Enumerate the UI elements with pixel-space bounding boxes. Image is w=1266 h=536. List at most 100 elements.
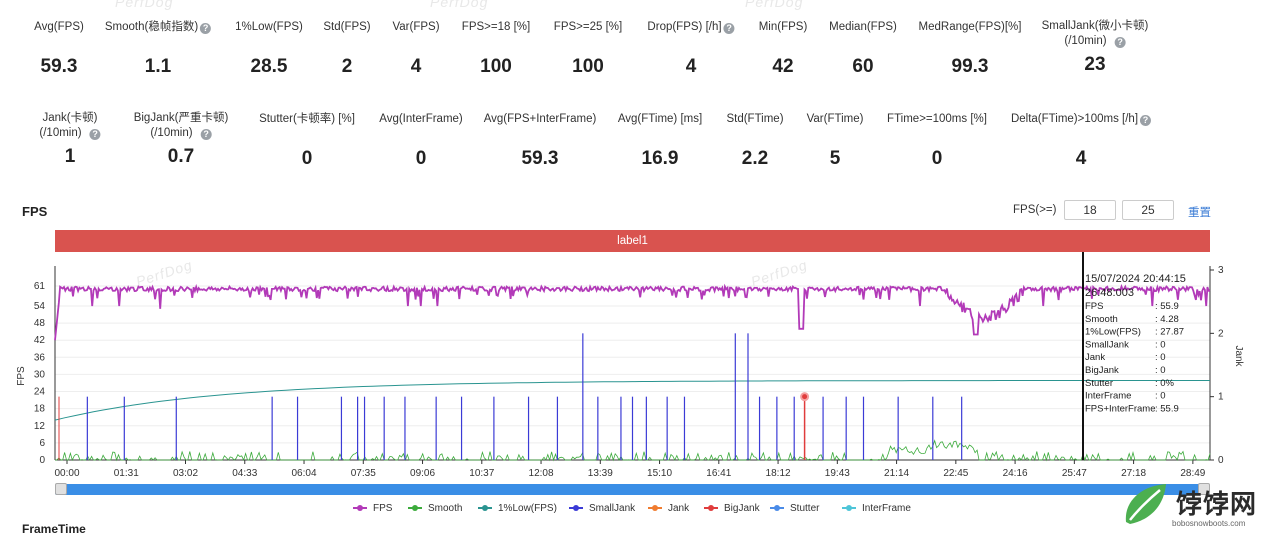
- legend-label: Jank: [668, 503, 690, 514]
- legend-item[interactable]: Smooth: [408, 503, 462, 514]
- stat-tile: BigJank(严重卡顿) (/10min)? 0.7: [134, 110, 229, 168]
- stat-tile: Min(FPS) 42: [759, 18, 808, 78]
- legend-item[interactable]: BigJank: [704, 503, 760, 514]
- stat-tile: Var(FPS) 4: [392, 18, 439, 78]
- stat-value: 23: [1084, 54, 1106, 75]
- stat-label-text: Avg(InterFrame): [379, 113, 463, 125]
- help-icon[interactable]: ?: [200, 23, 212, 34]
- y-tick-label: 42: [34, 335, 46, 346]
- tooltip-key: BigJank: [1085, 365, 1119, 376]
- stat-label: 1%Low(FPS): [235, 18, 303, 52]
- brand-name: 饽饽网: [1176, 489, 1258, 519]
- y2-tick-label: 0: [1218, 455, 1224, 466]
- stat-label: Avg(FPS+InterFrame): [484, 110, 597, 144]
- tooltip-value: : 0%: [1155, 378, 1175, 389]
- fps-threshold-input-2[interactable]: 25: [1122, 200, 1174, 220]
- stat-tile: FTime>=100ms [%] 0: [887, 110, 987, 170]
- stat-label-text: Drop(FPS) [/h]: [647, 21, 722, 33]
- help-icon[interactable]: ?: [1114, 37, 1126, 48]
- stat-tile: Median(FPS) 60: [829, 18, 897, 78]
- y-tick-label: 48: [34, 318, 46, 329]
- fps-threshold-controls: FPS(>=) 18 25 重置: [966, 200, 1266, 222]
- legend-item[interactable]: Stutter: [770, 503, 819, 514]
- stat-value: 4: [1075, 148, 1087, 169]
- stat-label-text: Smooth(稳帧指数): [104, 21, 199, 33]
- stat-value: 2.2: [741, 148, 769, 169]
- stat-label: MedRange(FPS)[%]: [919, 18, 1022, 52]
- stat-label: Min(FPS): [759, 18, 808, 52]
- chart-tooltip: 15/07/2024 20:44:15 26:48:003 FPS: 55.9 Smo…: [1082, 252, 1186, 460]
- tooltip-value: : 0: [1155, 365, 1166, 376]
- stats-row-1: Avg(FPS) 59.3 Smooth(稳帧指数)? 1.1 1%Low(FPS) 28…: [0, 18, 1266, 98]
- stat-value: 0: [301, 148, 313, 169]
- legend-item[interactable]: FPS: [353, 503, 392, 514]
- y-tick-label: 18: [34, 404, 46, 415]
- tooltip-key: SmallJank: [1085, 339, 1129, 350]
- stat-label: Avg(FTime) [ms]: [618, 110, 702, 144]
- x-tick-label: 04:33: [232, 468, 257, 479]
- help-icon[interactable]: ?: [723, 23, 735, 34]
- brand-watermark: 饽饽网 bobosnowboots.com: [1118, 478, 1266, 529]
- stat-label-text: Delta(FTime)>100ms [/h]: [1010, 113, 1139, 125]
- x-tick-label: 06:04: [292, 468, 317, 479]
- bigjank-marker: [800, 392, 810, 402]
- legend-item[interactable]: InterFrame: [842, 503, 911, 514]
- y2-axis: 0 1 2 3 Jank: [1209, 265, 1244, 466]
- zoom-scrollbar[interactable]: [55, 483, 1210, 495]
- stat-label: Var(FPS): [392, 18, 439, 52]
- stat-value: 0: [931, 148, 943, 169]
- fps-threshold-label: FPS(>=): [1013, 204, 1057, 216]
- watermark: PerfDog: [430, 0, 489, 10]
- legend-dot-icon: [708, 505, 714, 512]
- frametime-section-title: FrameTime: [22, 522, 86, 536]
- stat-label-text: Min(FPS): [758, 21, 808, 33]
- series-fps: [54, 283, 1211, 341]
- stat-label-text: Std(FTime): [726, 113, 784, 125]
- tooltip-key: Stutter: [1085, 378, 1113, 389]
- label-bar[interactable]: label1: [55, 230, 1210, 252]
- stat-tile: SmallJank(微小卡顿) (/10min)? 23: [1042, 18, 1149, 76]
- stat-label: Jank(卡顿) (/10min)?: [39, 110, 101, 142]
- tooltip-key: Smooth: [1085, 314, 1118, 325]
- zoom-handle-left[interactable]: [55, 483, 67, 495]
- stat-label-text: Avg(FPS): [34, 21, 84, 33]
- x-tick-label: 03:02: [173, 468, 198, 479]
- zoom-handle-right[interactable]: [1198, 483, 1210, 495]
- fps-threshold-input-1[interactable]: 18: [1064, 200, 1116, 220]
- stat-tile: Smooth(稳帧指数)? 1.1: [104, 18, 212, 78]
- stat-value: 2: [341, 56, 353, 77]
- legend-dot-icon: [652, 505, 658, 512]
- stat-label: Delta(FTime)>100ms [/h]?: [1010, 110, 1152, 144]
- stat-label-unit: (/10min): [1064, 35, 1107, 47]
- stat-label-text: FPS>=25 [%]: [553, 21, 623, 33]
- stat-label: SmallJank(微小卡顿) (/10min)?: [1042, 18, 1148, 50]
- chart-series: [54, 283, 1211, 462]
- y2-tick-label: 2: [1218, 328, 1224, 339]
- stat-label: Avg(FPS): [34, 18, 84, 52]
- stat-value: 1: [64, 146, 76, 167]
- reset-link[interactable]: 重置: [1188, 207, 1211, 219]
- tooltip-key: FPS+InterFrame: [1085, 403, 1155, 414]
- legend-item[interactable]: Jank: [648, 503, 689, 514]
- help-icon[interactable]: ?: [1140, 115, 1152, 126]
- stat-label: Drop(FPS) [/h]?: [647, 18, 735, 52]
- stat-value: 100: [480, 56, 512, 77]
- stat-value: 16.9: [641, 148, 679, 169]
- stat-tile: Avg(FPS) 59.3: [34, 18, 84, 78]
- stat-value: 42: [772, 56, 794, 77]
- x-tick-label: 13:39: [588, 468, 613, 479]
- help-icon[interactable]: ?: [200, 129, 212, 140]
- legend-item[interactable]: 1%Low(FPS): [478, 503, 557, 514]
- watermark: PerfDog: [745, 0, 804, 10]
- tooltip-key: InterFrame: [1085, 391, 1131, 402]
- legend-swatch-icon: [478, 505, 492, 512]
- stat-label: BigJank(严重卡顿) (/10min)?: [134, 110, 228, 142]
- stat-label-text: FPS>=18 [%]: [461, 21, 531, 33]
- stat-label-text: Median(FPS): [829, 21, 897, 33]
- stat-tile: Avg(InterFrame) 0: [379, 110, 463, 170]
- legend-item[interactable]: SmallJank: [569, 503, 635, 514]
- help-icon[interactable]: ?: [89, 129, 101, 140]
- stat-tile: FPS>=18 [%] 100: [462, 18, 530, 78]
- tooltip-value: : 55.9: [1155, 301, 1179, 312]
